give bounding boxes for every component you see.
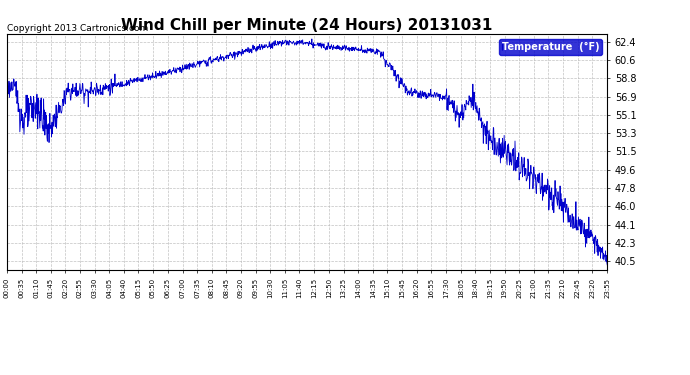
Title: Wind Chill per Minute (24 Hours) 20131031: Wind Chill per Minute (24 Hours) 2013103… — [121, 18, 493, 33]
Legend: Temperature  (°F): Temperature (°F) — [499, 39, 602, 54]
Text: Copyright 2013 Cartronics.com: Copyright 2013 Cartronics.com — [7, 24, 148, 33]
